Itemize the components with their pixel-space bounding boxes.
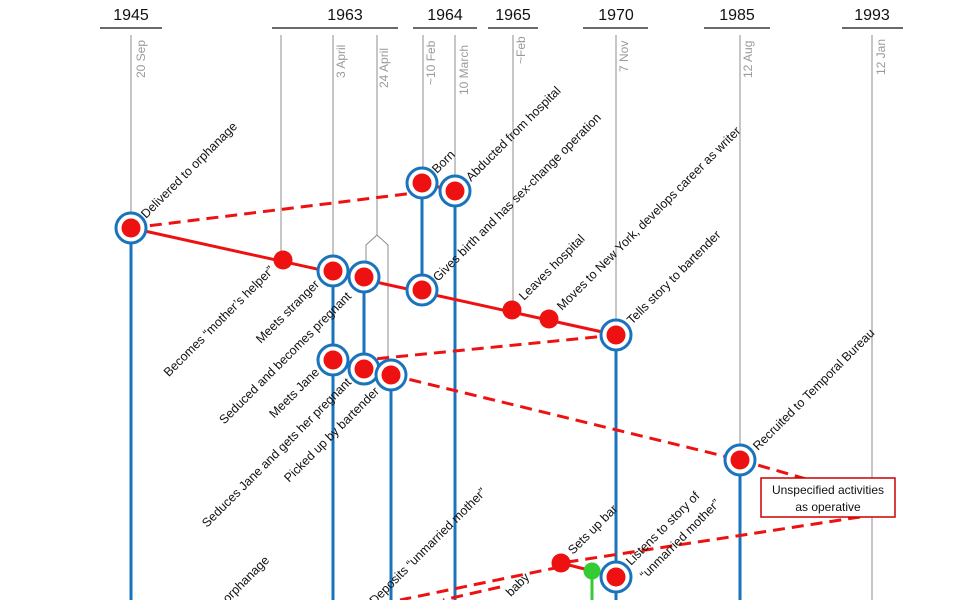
event-labels: Delivered to orphanage Born Abducted fro… [138, 84, 877, 600]
date-label-12-jan: 12 Jan [874, 39, 888, 75]
dot-green [583, 562, 601, 580]
dot-listens [606, 567, 626, 587]
year-label-1965: 1965 [495, 7, 531, 24]
year-label-1993: 1993 [854, 7, 890, 24]
dot-delivered [121, 218, 141, 238]
dot-picked-up [381, 365, 401, 385]
label-new-york: Moves to New York, develops career as wr… [554, 124, 743, 313]
date-label-10-feb: ~10 Feb [424, 40, 438, 85]
dot-meets-stranger [323, 261, 343, 281]
label-tells: Tells story to bartender [624, 228, 723, 327]
date-label-24-april: 24 April [377, 48, 391, 88]
label-delivered: Delivered to orphanage [138, 119, 240, 221]
dashed-bottom-left [442, 585, 501, 600]
label-orphanage-partial: orphanage [220, 553, 272, 600]
year-headers: 1945 1963 1964 1965 1970 1985 1993 [100, 7, 903, 29]
year-label-1970: 1970 [598, 7, 634, 24]
year-label-1985: 1985 [719, 7, 755, 24]
dot-tells [606, 325, 626, 345]
operative-box-line1: Unspecified activities [772, 483, 884, 497]
date-label-20-sep: 20 Sep [134, 40, 148, 78]
dashed-box-sets-up-bar [560, 515, 861, 565]
date-label-7-nov: 7 Nov [617, 41, 631, 72]
event-dots [121, 173, 750, 587]
dot-seduced [354, 267, 374, 287]
date-label-10-march: 10 March [457, 45, 471, 95]
label-recruited: Recruited to Temporal Bureau [750, 326, 877, 453]
dot-born [412, 173, 432, 193]
label-sets-up-bar: Sets up bar [565, 502, 620, 557]
date-label-feb-1965: ~Feb [514, 36, 528, 64]
label-baby-partial: baby [503, 570, 533, 600]
date-gridlines [130, 35, 873, 600]
dot-new-york [539, 309, 559, 329]
year-label-1945: 1945 [113, 7, 149, 24]
dashed-bottom-baby [399, 565, 561, 600]
dot-seduces-jane [354, 359, 374, 379]
label-seduces-jane: Seduces Jane and gets her pregnant [199, 375, 354, 530]
gridline-24-april [365, 35, 389, 360]
operative-box-frame [760, 477, 896, 518]
year-label-1964: 1964 [427, 7, 463, 24]
dot-gives-birth [412, 280, 432, 300]
date-label-3-april: 3 April [334, 45, 348, 78]
operative-box-line2: as operative [795, 500, 861, 514]
dashed-recruited-box [739, 458, 828, 487]
year-label-1963: 1963 [327, 7, 363, 24]
dot-mothers-helper [273, 250, 293, 270]
date-labels: 20 Sep 3 April 24 April ~10 Feb 10 March… [134, 36, 888, 95]
dot-sets-up-bar [551, 553, 571, 573]
date-label-12-aug: 12 Aug [741, 41, 755, 78]
dot-leaves-hospital [502, 300, 522, 320]
dashed-tells-meets-jane [363, 333, 617, 362]
dot-recruited [730, 450, 750, 470]
operative-box: Unspecified activities as operative [760, 477, 896, 518]
red-connections [130, 181, 861, 600]
label-born: Born [429, 148, 458, 177]
dashed-delivered-born [130, 190, 423, 230]
dot-abducted [445, 181, 465, 201]
label-deposits: Deposits “unmarried mother” [367, 485, 489, 600]
label-mothers-helper: Becomes “mother’s helper” [161, 263, 277, 379]
dot-meets-jane [323, 350, 343, 370]
dashed-picked-up-recruited [390, 373, 741, 462]
ring-markers [114, 166, 757, 594]
